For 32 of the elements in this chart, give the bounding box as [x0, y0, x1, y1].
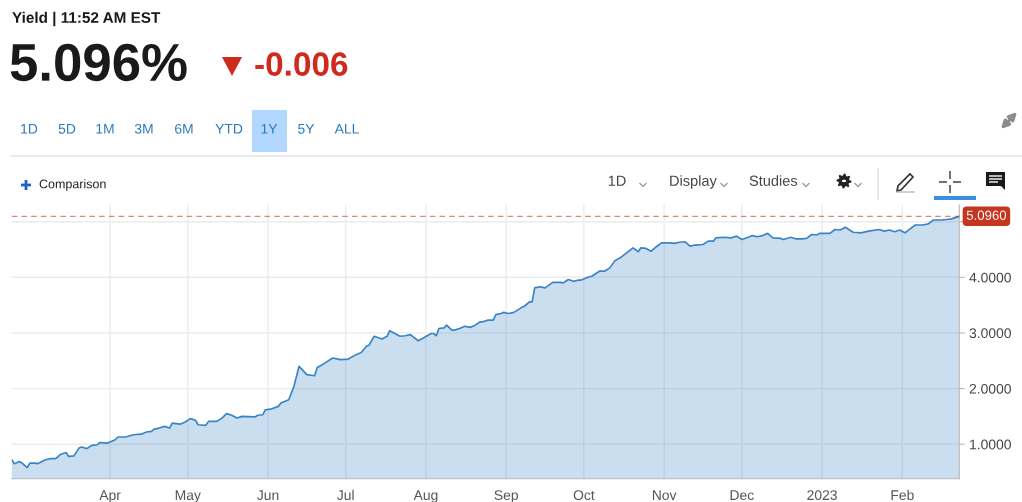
- text: -0.006: [255, 52, 348, 76]
- text: 5Y: [298, 124, 315, 134]
- text: 5D: [58, 124, 76, 134]
- text: 1D: [21, 124, 38, 134]
- x-tick-label: Nov: [652, 490, 677, 501]
- text: 3M: [134, 123, 153, 134]
- x-tick-label: 2023: [807, 490, 837, 501]
- y-tick-label: 1.0000: [970, 439, 1011, 450]
- text: 1D: [608, 175, 626, 186]
- x-tick-label: Aug: [413, 490, 438, 502]
- ref-line-label: 5.0960: [966, 210, 1007, 220]
- x-tick-label: Apr: [99, 490, 121, 502]
- x-tick-label: Dec: [730, 490, 754, 501]
- x-tick-label: Feb: [891, 489, 914, 501]
- text: 6M: [175, 123, 193, 134]
- chart-subtitle: 5.096%: [10, 43, 187, 82]
- x-tick-label: Jul: [337, 489, 354, 501]
- text: Comparison: [39, 179, 106, 191]
- text: ALL: [334, 124, 359, 134]
- text: YTD: [215, 124, 243, 134]
- text: 1M: [96, 124, 114, 134]
- y-tick-label: 3.0000: [969, 328, 1011, 339]
- x-tick-label: May: [175, 490, 201, 502]
- text: Studies: [749, 175, 798, 186]
- y-tick-label: 2.0000: [969, 383, 1011, 394]
- y-tick-label: 4.0000: [969, 272, 1011, 283]
- x-tick-label: Sep: [494, 490, 518, 502]
- text: 1Y: [261, 124, 278, 134]
- x-tick-label: Oct: [573, 490, 595, 501]
- text: Display: [670, 175, 717, 189]
- x-tick-label: Jun: [257, 490, 279, 501]
- chart-title: Yield | 11:52 AM EST: [12, 11, 161, 27]
